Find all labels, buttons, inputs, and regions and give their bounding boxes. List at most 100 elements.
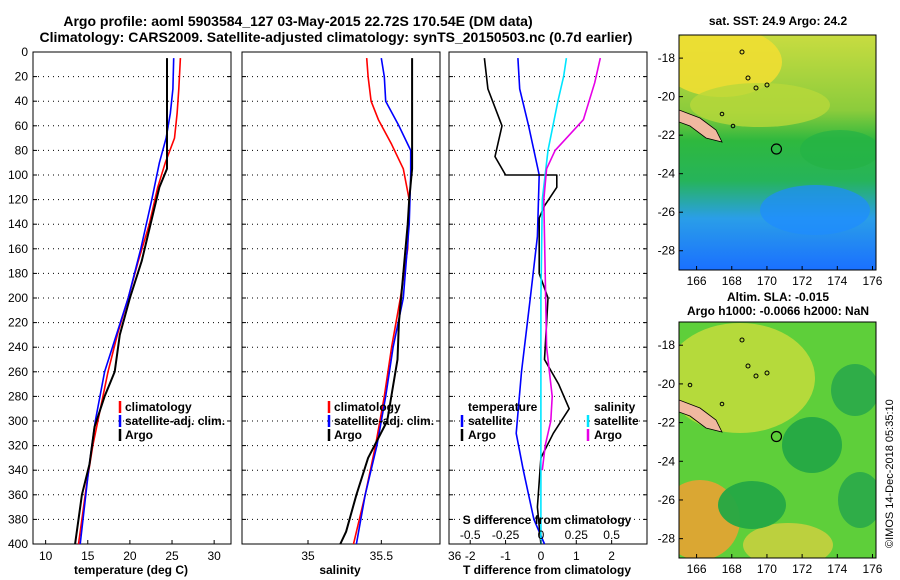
sla-island xyxy=(745,363,751,369)
series-line-s-argo xyxy=(541,57,602,471)
salinity-axes xyxy=(241,51,441,545)
sla-island xyxy=(764,370,770,376)
series-line-satellite-adj-clim- xyxy=(355,57,412,545)
legend-title-temperature: temperature xyxy=(468,400,538,414)
sla-low-eddy xyxy=(718,481,786,529)
salinity-series xyxy=(339,57,414,545)
map-y-tick-label: -28 xyxy=(658,244,676,258)
x-tick-label: 2 xyxy=(608,549,615,563)
difference-s-xticks: -0.5 -0.25 0 0.25 0.5 xyxy=(460,528,620,542)
map-y-tick-label: -20 xyxy=(658,377,676,391)
map-x-tick-label: 170 xyxy=(757,274,777,288)
y-tick-label: 0 xyxy=(21,45,28,59)
y-tick-label: 40 xyxy=(15,94,29,108)
difference-legend: temperature satellite Argo salinity sate… xyxy=(460,400,639,442)
sla-yellow-patch xyxy=(743,523,833,558)
sst-warm-patch xyxy=(679,35,782,97)
difference-panel: -2 -1 0 1 2 -0.5 -0.25 0 0.25 0.5 T difference f… xyxy=(448,51,648,577)
difference-xticks: -2 -1 0 1 2 xyxy=(465,540,615,563)
imos-credit: ©IMOS 14-Dec-2018 05:35:10 xyxy=(884,399,896,548)
legend-label-argo: Argo xyxy=(125,428,153,442)
sst-green-patch xyxy=(800,130,876,170)
legend-label-satellite: satellite-adj. clim. xyxy=(125,414,225,428)
temperature-series xyxy=(74,58,182,545)
salinity-panel: 35 35.5 36 salinity climatology satellite-… xyxy=(241,51,462,577)
y-tick-label: 280 xyxy=(8,389,28,403)
map-x-tick-label: 166 xyxy=(687,562,707,576)
legend-label-climatology: climatology xyxy=(125,400,192,414)
sla-low-eddy xyxy=(838,472,876,528)
series-line-argo xyxy=(74,58,168,545)
sst-map-title: sat. SST: 24.9 Argo: 24.2 xyxy=(709,14,848,28)
legend-label-climatology: climatology xyxy=(334,400,401,414)
y-tick-label: 360 xyxy=(8,488,28,502)
sst-map-yticks: -18 -20 -22 -24 -26 -28 xyxy=(658,51,683,258)
sla-island xyxy=(739,337,745,343)
map-x-tick-label: 174 xyxy=(827,274,847,288)
series-line-t-argo xyxy=(483,58,571,545)
sla-map-subtitle: Argo h1000: -0.0066 h2000: NaN xyxy=(687,304,869,318)
series-line-s-satellite xyxy=(540,57,568,544)
sla-map-panel: Altim. SLA: -0.015 Argo h1000: -0.0066 h… xyxy=(658,290,883,576)
x-tick-label: 35.5 xyxy=(370,549,394,563)
sst-island xyxy=(764,82,770,88)
map-x-tick-label: 174 xyxy=(827,562,847,576)
map-y-tick-label: -20 xyxy=(658,90,676,104)
sst-map-panel: sat. SST: 24.9 Argo: 24.2 166 168 170 172 17… xyxy=(658,14,883,288)
map-x-tick-label: 172 xyxy=(792,562,812,576)
y-tick-label: 220 xyxy=(8,316,28,330)
sst-cool-patch xyxy=(760,185,870,235)
x-tick-label: 20 xyxy=(123,549,137,563)
x-tick-label: 36 xyxy=(448,549,462,563)
map-x-tick-label: 176 xyxy=(862,274,882,288)
s-tick-label: 0.5 xyxy=(603,528,620,542)
y-tick-label: 320 xyxy=(8,439,28,453)
temperature-xticks: 10 15 20 25 30 xyxy=(39,540,221,563)
y-tick-label: 240 xyxy=(8,340,28,354)
y-tick-label: 120 xyxy=(8,193,28,207)
sla-high-patch xyxy=(679,323,815,433)
sla-map-frame xyxy=(678,321,877,559)
x-tick-label: 30 xyxy=(207,549,221,563)
map-y-tick-label: -28 xyxy=(658,532,676,546)
temperature-grid xyxy=(33,51,231,545)
salinity-xticks: 35 35.5 36 xyxy=(301,540,462,563)
sst-map-frame xyxy=(678,34,877,271)
sla-map-yticks: -18 -20 -22 -24 -26 -28 xyxy=(658,338,683,546)
series-line-t-satellite xyxy=(515,58,546,545)
legend-label-satellite: satellite-adj. clim. xyxy=(334,414,434,428)
sla-island xyxy=(719,401,725,407)
s-tick-label: 0.25 xyxy=(565,528,589,542)
map-y-tick-label: -24 xyxy=(658,167,676,181)
sst-islands xyxy=(679,49,770,143)
x-tick-label: 25 xyxy=(165,549,179,563)
map-y-tick-label: -22 xyxy=(658,128,676,142)
x-tick-label: 15 xyxy=(81,549,95,563)
y-tick-label: 340 xyxy=(8,463,28,477)
sla-low-eddy xyxy=(782,417,842,473)
map-x-tick-label: 170 xyxy=(757,562,777,576)
x-tick-label: 10 xyxy=(39,549,53,563)
map-y-tick-label: -18 xyxy=(658,338,676,352)
sla-map-xticks: 166 168 170 172 174 176 xyxy=(687,554,883,576)
y-tick-label: 380 xyxy=(8,512,28,526)
map-y-tick-label: -26 xyxy=(658,205,676,219)
y-tick-label: 260 xyxy=(8,365,28,379)
y-tick-label: 400 xyxy=(8,537,28,551)
map-x-tick-label: 176 xyxy=(862,562,882,576)
map-x-tick-label: 166 xyxy=(687,274,707,288)
series-line-argo xyxy=(339,58,414,545)
y-tick-label: 20 xyxy=(15,70,29,84)
s-tick-label: -0.5 xyxy=(460,528,481,542)
map-x-tick-label: 168 xyxy=(722,562,742,576)
legend-label-s-satellite: satellite xyxy=(594,414,639,428)
sst-new-caledonia xyxy=(679,109,723,143)
sst-island xyxy=(739,49,745,55)
legend-label-t-argo: Argo xyxy=(468,428,496,442)
sla-island xyxy=(753,373,759,379)
salinity-legend: climatology satellite-adj. clim. Argo xyxy=(327,400,434,442)
header-line2: Climatology: CARS2009. Satellite-adjuste… xyxy=(40,29,633,45)
x-tick-label: -2 xyxy=(465,549,476,563)
legend-label-t-satellite: satellite xyxy=(468,414,513,428)
